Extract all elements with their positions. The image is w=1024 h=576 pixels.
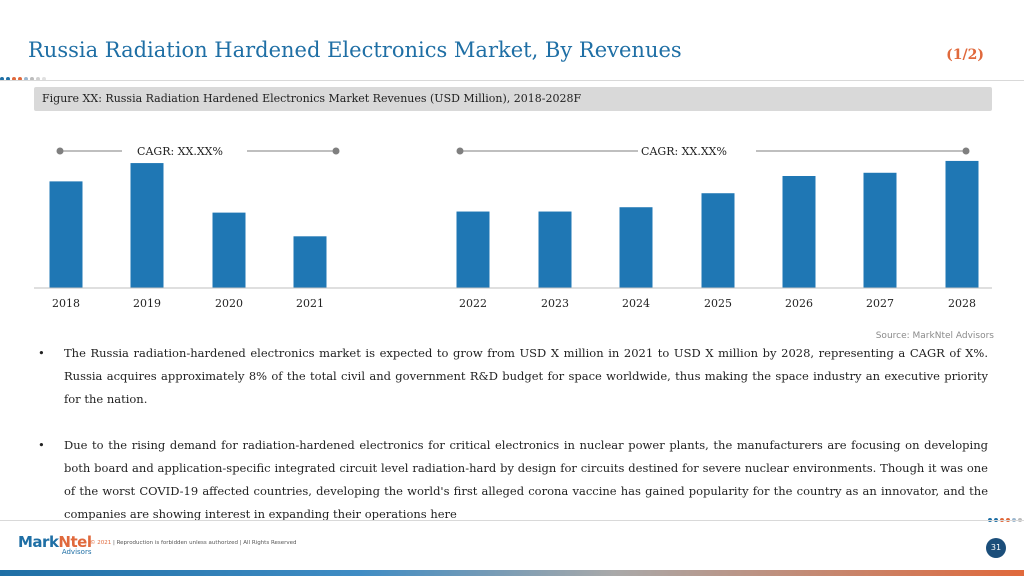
x-tick-2023: 2023 <box>541 297 569 310</box>
x-tick-2026: 2026 <box>785 297 813 310</box>
footer-gradient-bar <box>0 570 1024 576</box>
x-tick-2018: 2018 <box>52 297 80 310</box>
x-tick-2024: 2024 <box>622 297 650 310</box>
cagr-endpoint <box>456 147 464 155</box>
copyright-notice: © 2021 | Reproduction is forbidden unles… <box>90 540 297 546</box>
bar-2024 <box>619 207 653 288</box>
bullet-icon: • <box>38 438 45 452</box>
bar-2026 <box>782 176 816 288</box>
page-number-badge: 31 <box>986 538 1006 558</box>
page-fraction: (1/2) <box>946 47 984 63</box>
logo-ntel: Ntel <box>58 533 92 551</box>
x-tick-2019: 2019 <box>133 297 161 310</box>
bar-2018 <box>49 181 83 288</box>
logo-sub: Advisors <box>61 548 92 556</box>
x-tick-labels: 2018 2019 2020 2021 2022 2023 2024 2025 2026 2027… <box>52 297 976 310</box>
bullet-text: The Russia radiation-hardened electronic… <box>64 346 988 406</box>
bar-chart: CAGR: XX.XX% CAGR: XX.XX% 2018 2019 2020 202… <box>34 145 992 310</box>
x-tick-2020: 2020 <box>215 297 243 310</box>
list-item: • Due to the rising demand for radiation… <box>38 434 988 526</box>
bar-2025 <box>701 193 735 288</box>
cagr-label: CAGR: XX.XX% <box>641 145 727 158</box>
bar-2028 <box>945 160 979 288</box>
decorative-dots-top <box>0 77 46 81</box>
copyright-year: © 2021 <box>90 540 112 546</box>
bar-2021 <box>293 236 327 288</box>
bullet-list: • The Russia radiation-hardened electron… <box>38 342 988 549</box>
bar-2019 <box>130 163 164 288</box>
header-divider <box>0 80 1024 81</box>
cagr-endpoint <box>56 147 64 155</box>
page-title: Russia Radiation Hardened Electronics Ma… <box>28 38 682 62</box>
copyright-text: | Reproduction is forbidden unless autho… <box>111 540 297 546</box>
logo-mark: Mark <box>18 533 59 551</box>
cagr-endpoint <box>962 147 970 155</box>
bullet-text: Due to the rising demand for radiation-h… <box>64 438 988 521</box>
list-item: • The Russia radiation-hardened electron… <box>38 342 988 411</box>
cagr-annotations: CAGR: XX.XX% CAGR: XX.XX% <box>56 145 970 158</box>
bar-2027 <box>863 172 897 288</box>
bar-2022 <box>456 211 490 288</box>
bars <box>49 160 979 288</box>
x-tick-2021: 2021 <box>296 297 324 310</box>
source-note: Source: MarkNtel Advisors <box>875 331 994 341</box>
cagr-label: CAGR: XX.XX% <box>137 145 223 158</box>
bar-2023 <box>538 211 572 288</box>
x-tick-2022: 2022 <box>459 297 487 310</box>
bullet-icon: • <box>38 346 45 360</box>
cagr-endpoint <box>332 147 340 155</box>
x-tick-2025: 2025 <box>704 297 732 310</box>
footer-divider <box>0 520 1024 521</box>
figure-caption: Figure XX: Russia Radiation Hardened Ele… <box>34 87 992 111</box>
x-tick-2027: 2027 <box>866 297 894 310</box>
x-tick-2028: 2028 <box>948 297 976 310</box>
markntel-logo: MarkNtel Advisors <box>18 533 92 556</box>
bar-2020 <box>212 212 246 288</box>
